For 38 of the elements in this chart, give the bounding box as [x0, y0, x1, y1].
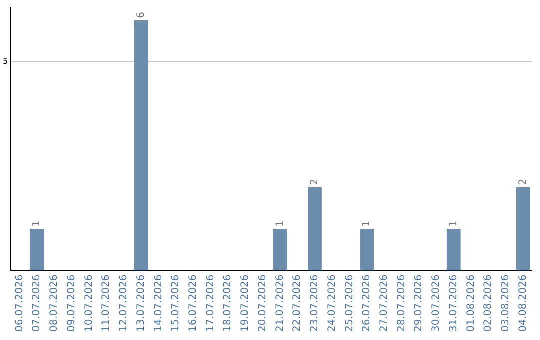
x-tick-label: 04.08.2026 [518, 274, 529, 332]
x-tick-label: 16.07.2026 [188, 274, 199, 332]
data-label: 2 [518, 178, 529, 186]
x-tick-label: 03.08.2026 [500, 274, 512, 332]
x-tick-label: 01.08.2026 [466, 274, 477, 332]
x-tick-label: 21.07.2026 [274, 274, 286, 332]
data-label: 1 [274, 220, 286, 228]
x-tick-label: 24.07.2026 [326, 274, 338, 332]
data-label: 1 [32, 220, 43, 228]
x-tick-label: 09.07.2026 [66, 274, 78, 332]
x-tick-label: 08.07.2026 [49, 274, 60, 332]
data-label: 1 [448, 220, 460, 228]
x-tick-label: 13.07.2026 [136, 274, 147, 332]
x-tick-label: 26.07.2026 [362, 274, 373, 332]
x-tick-label: 25.07.2026 [344, 274, 356, 332]
x-tick-label: 30.07.2026 [431, 274, 442, 332]
x-tick-label: 23.07.2026 [310, 274, 321, 332]
x-tick-label: 17.07.2026 [205, 274, 216, 332]
x-tick-label: 20.07.2026 [257, 274, 268, 332]
x-tick-label: 15.07.2026 [170, 274, 182, 332]
x-tick-label: 29.07.2026 [414, 274, 425, 332]
x-tick-label: 28.07.2026 [396, 274, 408, 332]
x-tick-label: 22.07.2026 [292, 274, 304, 332]
x-tick-label: 14.07.2026 [153, 274, 164, 332]
y-tick-label: 5 [2, 57, 8, 66]
x-tick-label: 07.07.2026 [32, 274, 43, 332]
x-tick-label: 12.07.2026 [118, 274, 130, 332]
x-tick-label: 06.07.2026 [14, 274, 26, 332]
data-label: 2 [310, 178, 321, 186]
x-tick-label: 18.07.2026 [222, 274, 234, 332]
x-tick-label: 10.07.2026 [84, 274, 95, 332]
x-tick-label: 31.07.2026 [448, 274, 460, 332]
x-tick-label: 19.07.2026 [240, 274, 252, 332]
data-label: 6 [136, 12, 147, 18]
x-tick-label: 27.07.2026 [379, 274, 390, 332]
x-tick-label: 02.08.2026 [483, 274, 494, 332]
data-label: 1 [362, 220, 373, 228]
x-tick-label: 11.07.2026 [101, 274, 112, 332]
